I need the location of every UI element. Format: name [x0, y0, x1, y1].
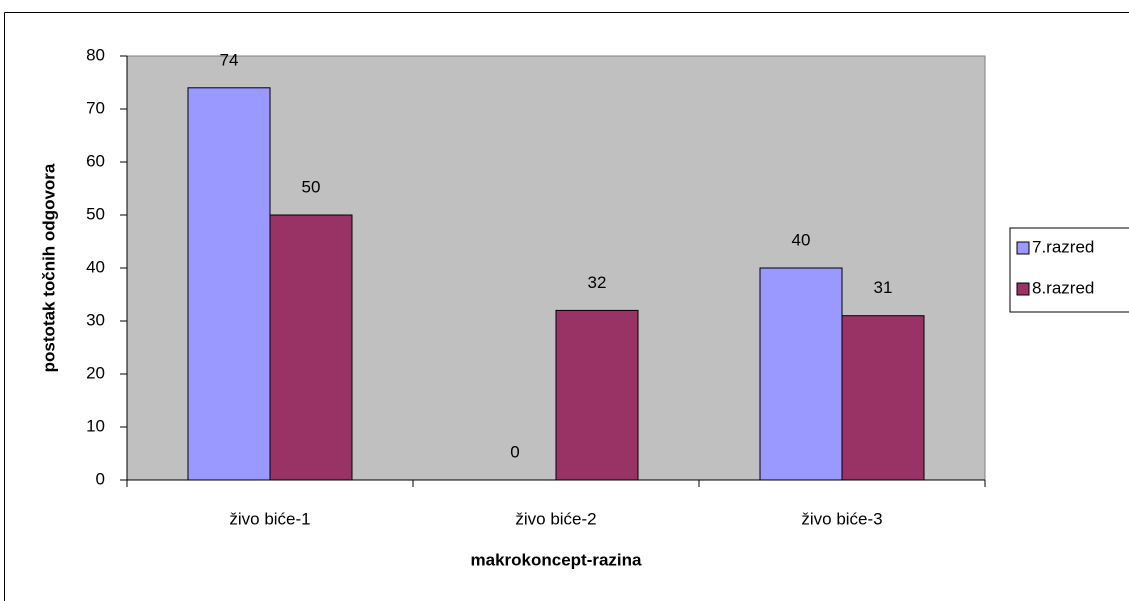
legend-swatch	[1016, 282, 1030, 296]
value-label: 40	[792, 230, 811, 249]
legend-swatch	[1016, 241, 1030, 255]
x-tick-label: živo biće-2	[515, 509, 596, 528]
bar	[269, 214, 353, 481]
value-label: 31	[874, 278, 893, 297]
y-tick-label: 0	[96, 469, 105, 488]
value-label: 32	[588, 273, 607, 292]
y-tick-label: 80	[86, 45, 105, 64]
legend-box	[1009, 227, 1129, 313]
bar	[187, 87, 271, 481]
value-label: 74	[220, 50, 239, 69]
x-tick-label: živo biće-1	[229, 509, 310, 528]
y-tick-label: 60	[86, 151, 105, 170]
bar	[555, 309, 639, 481]
value-label: 0	[510, 442, 519, 461]
y-tick-label: 20	[86, 363, 105, 382]
y-tick-label: 70	[86, 98, 105, 117]
y-axis-title: postotak točnih odgovora	[39, 163, 58, 372]
y-tick-label: 40	[86, 257, 105, 276]
x-axis-title: makrokoncept-razina	[471, 550, 643, 569]
bar	[759, 267, 843, 481]
y-tick-label: 30	[86, 310, 105, 329]
value-label: 50	[302, 177, 321, 196]
y-tick-label: 10	[86, 416, 105, 435]
y-tick-label: 50	[86, 204, 105, 223]
bar	[841, 315, 925, 481]
x-tick-label: živo biće-3	[801, 509, 882, 528]
legend-label: 8.razred	[1032, 278, 1094, 297]
legend-label: 7.razred	[1032, 237, 1094, 256]
